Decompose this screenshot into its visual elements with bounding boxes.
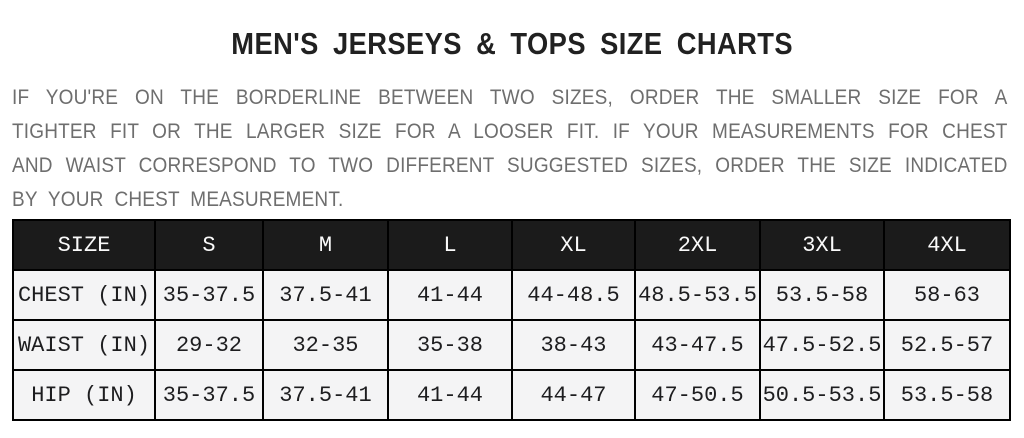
table-row-waist: WAIST (IN) 29-32 32-35 35-38 38-43 43-47… bbox=[12, 319, 1011, 371]
size-value-cell: 37.5-41 bbox=[262, 369, 389, 421]
size-value-cell: 41-44 bbox=[387, 369, 513, 421]
row-label-chest: CHEST (IN) bbox=[12, 269, 156, 321]
size-value-cell: 38-43 bbox=[511, 319, 636, 371]
intro-line-3: AND WAIST CORRESPOND TO TWO DIFFERENT SU… bbox=[12, 154, 1008, 177]
size-value-cell: 50.5-53.5 bbox=[759, 369, 885, 421]
size-value-cell: 44-47 bbox=[511, 369, 636, 421]
column-header-l: L bbox=[387, 219, 513, 271]
size-value-cell: 32-35 bbox=[262, 319, 389, 371]
column-header-s: S bbox=[154, 219, 264, 271]
column-header-xl: XL bbox=[511, 219, 636, 271]
size-value-cell: 53.5-58 bbox=[759, 269, 885, 321]
row-label-waist: WAIST (IN) bbox=[12, 319, 156, 371]
column-header-4xl: 4XL bbox=[883, 219, 1011, 271]
size-value-cell: 35-38 bbox=[387, 319, 513, 371]
size-value-cell: 58-63 bbox=[883, 269, 1011, 321]
size-value-cell: 53.5-58 bbox=[883, 369, 1011, 421]
size-chart-section: MEN'S JERSEYS & TOPS SIZE CHARTS IF YOU'… bbox=[0, 26, 1024, 438]
size-value-cell: 35-37.5 bbox=[154, 369, 264, 421]
intro-line-1: IF YOU'RE ON THE BORDERLINE BETWEEN TWO … bbox=[12, 86, 1008, 109]
page-title-text: MEN'S JERSEYS & TOPS SIZE CHARTS bbox=[231, 26, 793, 61]
size-value-cell: 43-47.5 bbox=[634, 319, 761, 371]
intro-line-2: TIGHTER FIT OR THE LARGER SIZE FOR A LOO… bbox=[12, 120, 1008, 143]
table-row-chest: CHEST (IN) 35-37.5 37.5-41 41-44 44-48.5… bbox=[12, 269, 1011, 321]
table-row-hip: HIP (IN) 35-37.5 37.5-41 41-44 44-47 47-… bbox=[12, 369, 1011, 421]
size-value-cell: 44-48.5 bbox=[511, 269, 636, 321]
size-value-cell: 48.5-53.5 bbox=[634, 269, 761, 321]
intro-line-4: BY YOUR CHEST MEASUREMENT. bbox=[12, 188, 344, 211]
intro-paragraph: IF YOU'RE ON THE BORDERLINE BETWEEN TWO … bbox=[12, 81, 1007, 217]
column-header-3xl: 3XL bbox=[759, 219, 885, 271]
size-value-cell: 41-44 bbox=[387, 269, 513, 321]
table-header-row: SIZE S M L XL 2XL 3XL 4XL bbox=[12, 219, 1011, 271]
size-value-cell: 52.5-57 bbox=[883, 319, 1011, 371]
column-header-m: M bbox=[262, 219, 389, 271]
size-chart-table: SIZE S M L XL 2XL 3XL 4XL CHEST (IN) 35-… bbox=[12, 219, 1011, 421]
size-value-cell: 47.5-52.5 bbox=[759, 319, 885, 371]
size-value-cell: 35-37.5 bbox=[154, 269, 264, 321]
column-header-size: SIZE bbox=[12, 219, 156, 271]
size-value-cell: 47-50.5 bbox=[634, 369, 761, 421]
size-value-cell: 37.5-41 bbox=[262, 269, 389, 321]
row-label-hip: HIP (IN) bbox=[12, 369, 156, 421]
column-header-2xl: 2XL bbox=[634, 219, 761, 271]
page-title: MEN'S JERSEYS & TOPS SIZE CHARTS bbox=[0, 26, 1024, 62]
size-value-cell: 29-32 bbox=[154, 319, 264, 371]
